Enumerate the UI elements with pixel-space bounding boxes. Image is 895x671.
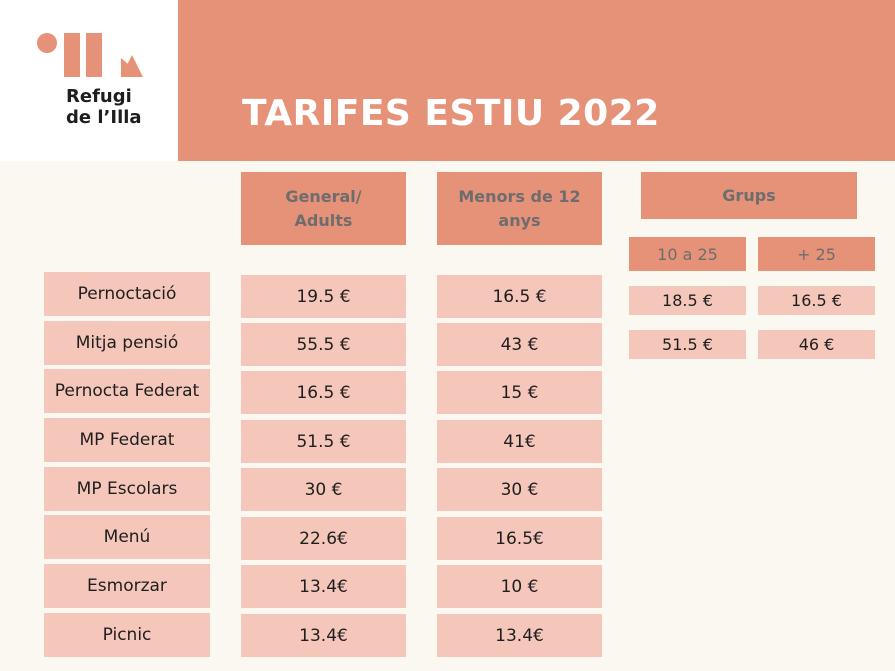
column-header-general-label: General/ Adults [285, 186, 362, 230]
grups-subheader-25-plus-label: + 25 [797, 244, 836, 264]
column-header-grups: Grups [641, 172, 857, 219]
price-general-mp-escolars: 30 € [241, 468, 406, 511]
header-band [178, 0, 895, 161]
price-general-menu: 22.6€ [241, 517, 406, 560]
price-general-mp-federat: 51.5 € [241, 420, 406, 463]
logo-line-1: Refugi [66, 86, 132, 107]
row-label-menu: Menú [44, 515, 210, 559]
refugi-logo-mark-icon [37, 33, 143, 77]
price-general-picnic: 13.4€ [241, 614, 406, 657]
price-general-esmorzar: 13.4€ [241, 565, 406, 608]
logo-area: Refugi de l’Illa [0, 0, 178, 161]
price-menors-picnic: 13.4€ [437, 614, 602, 657]
column-header-menors-label: Menors de 12 anys [458, 186, 581, 230]
price-menors-mp-escolars: 30 € [437, 468, 602, 511]
column-header-menors: Menors de 12 anys [437, 172, 602, 245]
row-label-mitja-pensio: Mitja pensió [44, 321, 210, 365]
price-general-pernocta-federat: 16.5 € [241, 371, 406, 414]
price-menors-pernoctacio: 16.5 € [437, 275, 602, 318]
logo-text: Refugi de l’Illa [66, 86, 166, 128]
price-general-pernoctacio: 19.5 € [241, 275, 406, 318]
grups-subheader-10-25: 10 a 25 [629, 237, 746, 271]
column-header-general: General/ Adults [241, 172, 406, 245]
price-grups-10-25-mitja-pensio: 51.5 € [629, 330, 746, 359]
price-menors-esmorzar: 10 € [437, 565, 602, 608]
grups-subheader-10-25-label: 10 a 25 [657, 244, 718, 264]
row-label-picnic: Picnic [44, 613, 210, 657]
price-menors-mitja-pensio: 43 € [437, 323, 602, 366]
page-title: TARIFES ESTIU 2022 [242, 93, 660, 134]
price-menors-mp-federat: 41€ [437, 420, 602, 463]
price-grups-10-25-pernoctacio: 18.5 € [629, 286, 746, 315]
row-label-mp-federat: MP Federat [44, 418, 210, 462]
row-label-esmorzar: Esmorzar [44, 564, 210, 608]
row-label-mp-escolars: MP Escolars [44, 467, 210, 511]
column-header-grups-label: Grups [722, 185, 776, 205]
price-grups-25-plus-pernoctacio: 16.5 € [758, 286, 875, 315]
price-menors-menu: 16.5€ [437, 517, 602, 560]
grups-subheader-25-plus: + 25 [758, 237, 875, 271]
price-grups-25-plus-mitja-pensio: 46 € [758, 330, 875, 359]
row-label-pernocta-federat: Pernocta Federat [44, 369, 210, 413]
price-general-mitja-pensio: 55.5 € [241, 323, 406, 366]
price-menors-pernocta-federat: 15 € [437, 371, 602, 414]
logo-line-2: de l’Illa [66, 107, 142, 128]
row-label-pernoctacio: Pernoctació [44, 272, 210, 316]
